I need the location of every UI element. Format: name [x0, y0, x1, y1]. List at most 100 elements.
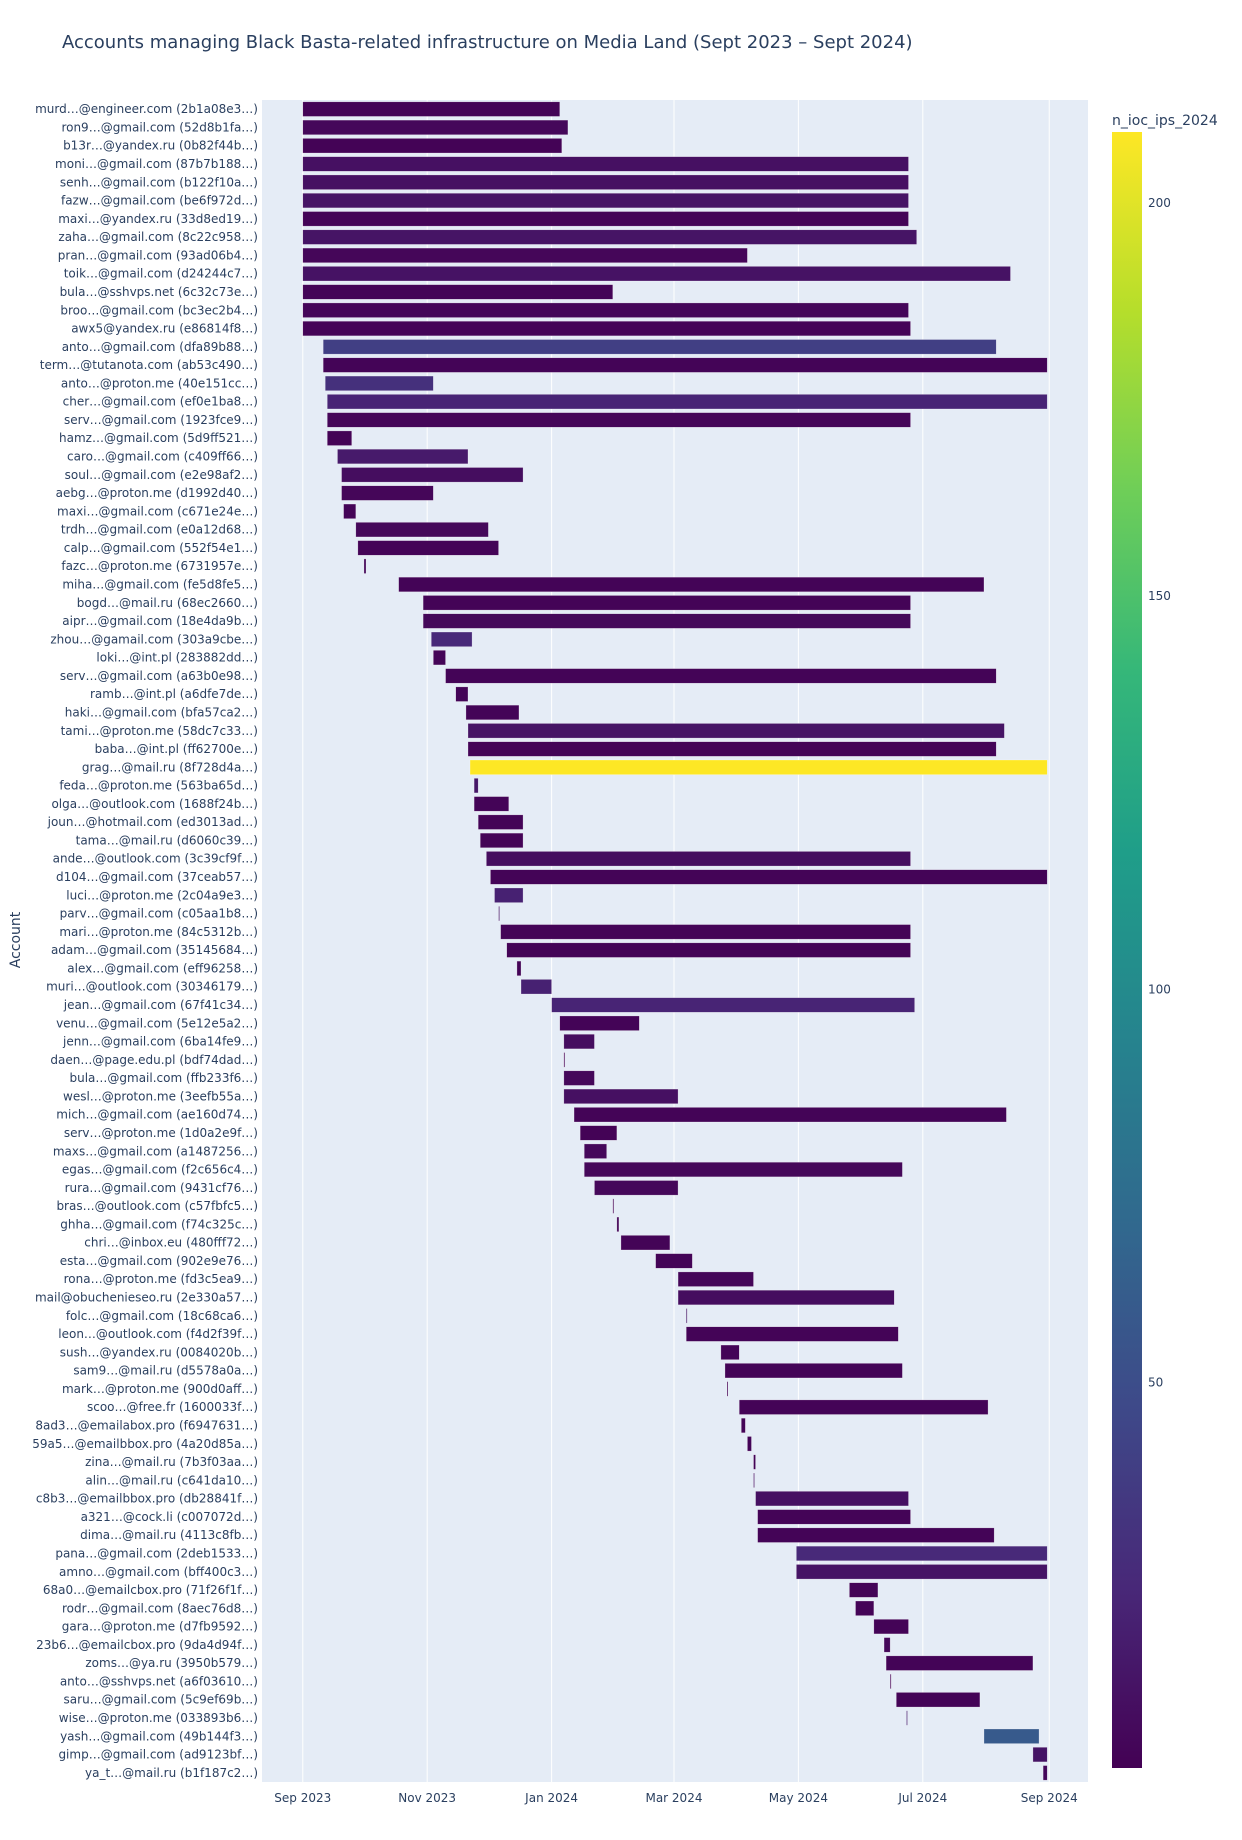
gantt-bar[interactable]: [563, 1070, 595, 1086]
gantt-bar[interactable]: [343, 503, 357, 519]
gantt-bar[interactable]: [477, 814, 524, 830]
gantt-bar[interactable]: [906, 1710, 908, 1726]
gantt-bar[interactable]: [685, 1308, 688, 1324]
gantt-bar[interactable]: [302, 284, 614, 300]
gantt-bar[interactable]: [655, 1253, 693, 1269]
gantt-bar[interactable]: [302, 266, 1011, 282]
gantt-bar[interactable]: [422, 595, 911, 611]
gantt-bar[interactable]: [753, 1454, 756, 1470]
gantt-bar[interactable]: [520, 979, 552, 995]
gantt-bar[interactable]: [341, 485, 434, 501]
gantt-bar[interactable]: [755, 1491, 909, 1507]
gantt-bar[interactable]: [302, 320, 911, 337]
gantt-bar[interactable]: [677, 1289, 895, 1306]
gantt-bar[interactable]: [757, 1509, 911, 1525]
gantt-bar[interactable]: [431, 631, 473, 647]
gantt-bar[interactable]: [302, 229, 917, 245]
gantt-bar[interactable]: [883, 1637, 891, 1653]
account-label: broo…@gmail.com (bc3ec2b4…): [60, 303, 258, 317]
gantt-bar[interactable]: [796, 1545, 1048, 1562]
gantt-bar[interactable]: [486, 851, 911, 867]
gantt-bar[interactable]: [302, 101, 561, 117]
gantt-bar[interactable]: [469, 759, 1048, 775]
gantt-bar[interactable]: [753, 1472, 755, 1488]
account-label: jenn…@gmail.com (6ba14fe9…): [62, 1035, 258, 1049]
gantt-bar[interactable]: [363, 558, 367, 574]
gantt-bar[interactable]: [302, 302, 909, 318]
gantt-bar[interactable]: [983, 1728, 1040, 1744]
gantt-bar[interactable]: [322, 357, 1048, 373]
gantt-bar[interactable]: [747, 1436, 752, 1452]
gantt-bar[interactable]: [357, 540, 499, 556]
gantt-bar[interactable]: [302, 247, 748, 263]
gantt-bar[interactable]: [327, 412, 911, 428]
gantt-bar[interactable]: [467, 741, 997, 757]
account-label: mich…@gmail.com (ae160d74…): [56, 1108, 258, 1122]
gantt-bar[interactable]: [583, 1161, 903, 1178]
gantt-bar[interactable]: [327, 394, 1048, 410]
gantt-bar[interactable]: [500, 924, 911, 940]
gantt-bar[interactable]: [563, 1088, 679, 1104]
gantt-bar[interactable]: [889, 1673, 892, 1690]
gantt-bar[interactable]: [398, 576, 985, 593]
gantt-bar[interactable]: [302, 174, 909, 190]
gantt-bar[interactable]: [741, 1417, 746, 1434]
gantt-bar[interactable]: [620, 1235, 671, 1251]
gantt-bar[interactable]: [612, 1198, 615, 1214]
gantt-bar[interactable]: [422, 613, 911, 629]
gantt-bar[interactable]: [677, 1271, 754, 1287]
gantt-bar[interactable]: [873, 1619, 909, 1635]
gantt-bar[interactable]: [490, 869, 1048, 885]
account-label: senh…@gmail.com (b122f10a…): [60, 175, 258, 189]
gantt-bar[interactable]: [516, 960, 522, 976]
gantt-bar[interactable]: [355, 522, 489, 538]
gantt-bar[interactable]: [594, 1180, 679, 1196]
gantt-bar[interactable]: [583, 1143, 607, 1159]
gantt-bar[interactable]: [445, 668, 997, 684]
gantt-bar[interactable]: [341, 467, 524, 483]
gantt-bar[interactable]: [498, 906, 500, 922]
gantt-bar[interactable]: [465, 704, 520, 721]
gantt-bar[interactable]: [559, 1015, 640, 1031]
gantt-bar[interactable]: [573, 1107, 1007, 1123]
gantt-bar[interactable]: [849, 1582, 879, 1598]
gantt-bar[interactable]: [757, 1527, 995, 1543]
account-label: zaha…@gmail.com (8c22c958…): [58, 230, 258, 244]
gantt-bar[interactable]: [494, 887, 524, 903]
gantt-bar[interactable]: [322, 339, 997, 355]
gantt-bar[interactable]: [1032, 1747, 1048, 1763]
gantt-bar[interactable]: [1042, 1765, 1048, 1781]
gantt-bar[interactable]: [579, 1125, 618, 1141]
gantt-bar[interactable]: [885, 1655, 1034, 1671]
gantt-bar[interactable]: [327, 430, 352, 446]
gantt-bar[interactable]: [433, 650, 446, 666]
gantt-bar[interactable]: [738, 1399, 989, 1415]
account-label: cher…@gmail.com (ef0e1ba8…): [63, 395, 258, 409]
gantt-bar[interactable]: [551, 997, 915, 1013]
gantt-bar[interactable]: [616, 1216, 620, 1232]
gantt-bar[interactable]: [302, 211, 909, 227]
gantt-bar[interactable]: [455, 686, 469, 702]
gantt-bar[interactable]: [479, 832, 524, 849]
gantt-bar[interactable]: [796, 1564, 1048, 1580]
gantt-bar[interactable]: [324, 375, 434, 391]
gantt-bar[interactable]: [506, 942, 911, 958]
gantt-bar[interactable]: [724, 1363, 903, 1379]
gantt-bar[interactable]: [302, 156, 909, 172]
account-label: ghha…@gmail.com (f74c325c…): [60, 1217, 258, 1231]
gantt-bar[interactable]: [726, 1381, 729, 1397]
gantt-bar[interactable]: [302, 192, 909, 209]
gantt-bar[interactable]: [896, 1692, 981, 1708]
gantt-bar[interactable]: [337, 448, 469, 465]
gantt-bar[interactable]: [302, 138, 563, 154]
gantt-bar[interactable]: [855, 1600, 875, 1616]
gantt-bar[interactable]: [720, 1344, 740, 1360]
gantt-bar[interactable]: [473, 778, 479, 794]
gantt-bar[interactable]: [563, 1033, 595, 1050]
gantt-bar[interactable]: [563, 1052, 566, 1068]
gantt-bar[interactable]: [685, 1326, 899, 1342]
gantt-bar[interactable]: [467, 723, 1005, 739]
gantt-bar[interactable]: [473, 796, 510, 812]
gantt-bar[interactable]: [302, 119, 569, 135]
account-label: bula…@gmail.com (ffb233f6…): [69, 1071, 258, 1085]
